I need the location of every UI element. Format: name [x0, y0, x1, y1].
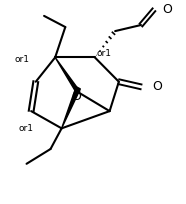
Text: O: O	[71, 90, 81, 103]
Text: or1: or1	[18, 124, 33, 133]
Polygon shape	[62, 87, 80, 128]
Text: or1: or1	[15, 55, 30, 64]
Text: O: O	[162, 3, 172, 16]
Text: O: O	[152, 80, 162, 93]
Text: or1: or1	[97, 49, 112, 58]
Polygon shape	[55, 57, 80, 93]
